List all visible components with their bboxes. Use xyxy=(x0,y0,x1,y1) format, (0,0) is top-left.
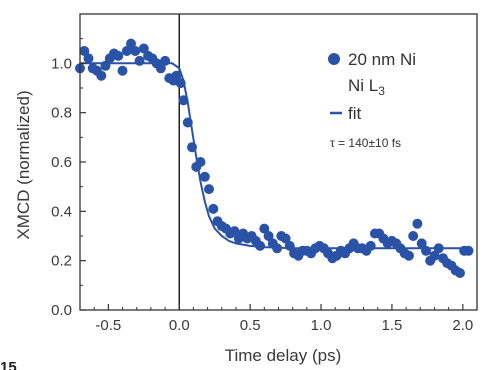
data-point xyxy=(199,171,210,182)
data-point xyxy=(455,268,465,278)
data-point xyxy=(429,250,440,261)
data-point xyxy=(171,70,182,81)
legend-data-marker xyxy=(328,53,340,65)
fit-line xyxy=(80,62,470,250)
legend-data-label-subscript: 3 xyxy=(378,84,385,98)
y-tick-label: 0.8 xyxy=(51,105,72,122)
y-tick-label: 0.4 xyxy=(51,203,72,220)
y-tick-label: 0.0 xyxy=(51,302,72,319)
data-point xyxy=(229,226,240,237)
data-point xyxy=(79,46,90,56)
data-point xyxy=(208,203,219,214)
data-point xyxy=(187,142,197,153)
legend-fit-label: fit xyxy=(348,104,362,123)
data-point xyxy=(412,218,423,229)
data-point xyxy=(421,245,431,256)
data-point xyxy=(182,117,193,128)
legend-data-label-element: Ni L xyxy=(348,76,378,95)
data-point xyxy=(130,46,141,56)
y-tick-label: 0.2 xyxy=(51,253,72,270)
data-point xyxy=(284,240,295,251)
data-point xyxy=(83,53,94,64)
x-tick-label: 1.5 xyxy=(381,317,402,334)
x-tick-label: 0.0 xyxy=(169,317,190,334)
data-point xyxy=(121,46,132,56)
data-point xyxy=(280,233,291,244)
data-point xyxy=(416,238,427,249)
data-point xyxy=(403,250,414,261)
data-point xyxy=(365,240,376,251)
data-point xyxy=(160,55,171,66)
data-point xyxy=(463,245,474,256)
data-point xyxy=(155,63,166,74)
legend-data-label-line1: 20 nm Ni xyxy=(348,50,416,69)
data-point xyxy=(138,43,149,54)
x-tick-label: 2.0 xyxy=(452,317,473,334)
data-point xyxy=(255,240,266,251)
data-point xyxy=(178,95,189,106)
data-point xyxy=(433,243,444,254)
data-point xyxy=(263,231,274,241)
legend-tau: τ = 140±10 fs xyxy=(330,136,401,150)
data-point xyxy=(204,184,214,195)
data-point xyxy=(100,60,111,71)
y-axis-title: XMCD (normalized) xyxy=(14,90,33,239)
data-point xyxy=(113,50,124,61)
panel-label: 15 xyxy=(0,359,17,370)
y-tick-label: 1.0 xyxy=(51,55,72,72)
x-tick-label: 1.0 xyxy=(311,317,332,334)
x-tick-label: 0.5 xyxy=(240,317,261,334)
data-point xyxy=(272,243,283,254)
y-tick-label: 0.6 xyxy=(51,154,72,171)
data-point xyxy=(408,231,419,241)
data-point xyxy=(126,38,136,49)
data-point xyxy=(175,78,186,89)
data-point xyxy=(117,65,128,76)
data-point xyxy=(259,223,270,234)
legend-data-label-line2: Ni L3 xyxy=(348,76,385,98)
data-point xyxy=(195,157,206,167)
legend: 20 nm Ni Ni L3 fit τ = 140±10 fs xyxy=(328,50,416,150)
axis-layer: -0.5 0.0 0.5 1.0 1.5 2.0 0.0 0.2 0.4 0.6 0.8 1.0 xyxy=(51,38,473,334)
data-layer xyxy=(75,14,474,310)
data-point xyxy=(96,70,107,81)
data-point xyxy=(134,55,145,66)
x-tick-label: -0.5 xyxy=(95,317,121,334)
x-axis-title: Time delay (ps) xyxy=(225,346,342,365)
